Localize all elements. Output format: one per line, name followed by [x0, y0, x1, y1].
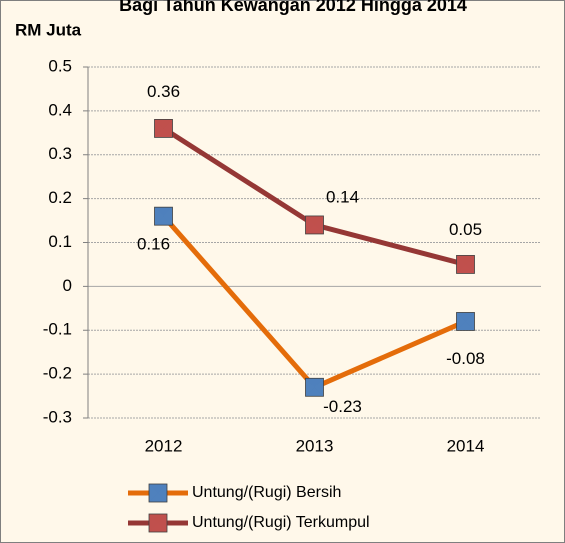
data-label: 0.14 — [326, 187, 359, 206]
y-tick-label: 0 — [63, 276, 72, 295]
marker — [456, 312, 475, 331]
marker-border — [148, 513, 168, 533]
marker-border — [305, 377, 324, 397]
y-tick-label: 0.5 — [48, 56, 72, 75]
marker — [154, 206, 173, 226]
marker-part — [154, 207, 173, 217]
marker-border — [305, 215, 324, 235]
marker-part — [305, 215, 324, 225]
marker-border — [148, 483, 168, 503]
y-axis-label: RM Juta — [15, 20, 82, 39]
data-label: -0.23 — [323, 397, 362, 416]
marker-part — [149, 493, 167, 502]
marker — [305, 215, 324, 235]
y-tick-label: 0.3 — [48, 144, 72, 163]
marker — [154, 119, 173, 138]
marker-border — [456, 312, 475, 331]
marker-border — [154, 119, 173, 138]
marker-part — [149, 514, 167, 523]
marker-part — [154, 128, 173, 138]
marker-part — [456, 255, 475, 265]
y-tick-label: 0.4 — [48, 100, 72, 119]
chart-title: Bagi Tahun Kewangan 2012 Hingga 2014 — [119, 0, 467, 15]
marker-part — [149, 484, 167, 493]
y-tick-label: 0.1 — [48, 232, 72, 251]
marker-part — [154, 119, 173, 129]
marker — [456, 255, 475, 274]
marker — [305, 377, 324, 397]
marker-part — [305, 378, 324, 388]
data-label: 0.16 — [137, 235, 170, 254]
data-label: -0.08 — [446, 349, 485, 368]
y-tick-label: -0.3 — [43, 407, 72, 426]
marker — [148, 483, 168, 503]
marker — [148, 513, 168, 533]
marker-part — [149, 523, 167, 532]
legend-label: Untung/(Rugi) Bersih — [192, 484, 341, 501]
marker-part — [456, 321, 475, 331]
data-label: 0.05 — [449, 220, 482, 239]
x-tick-label: 2012 — [145, 436, 183, 455]
marker-border — [456, 255, 475, 274]
x-tick-label: 2013 — [296, 436, 334, 455]
y-tick-label: -0.2 — [43, 364, 72, 383]
marker-border — [154, 206, 173, 226]
marker-part — [305, 224, 324, 234]
marker-part — [456, 312, 475, 322]
y-tick-label: 0.2 — [48, 188, 72, 207]
y-tick-label: -0.1 — [43, 320, 72, 339]
x-tick-label: 2014 — [447, 436, 485, 455]
marker-part — [154, 216, 173, 226]
marker-part — [456, 264, 475, 274]
marker-part — [305, 387, 324, 397]
legend-label: Untung/(Rugi) Terkumpul — [192, 514, 370, 531]
data-label: 0.36 — [147, 82, 180, 101]
